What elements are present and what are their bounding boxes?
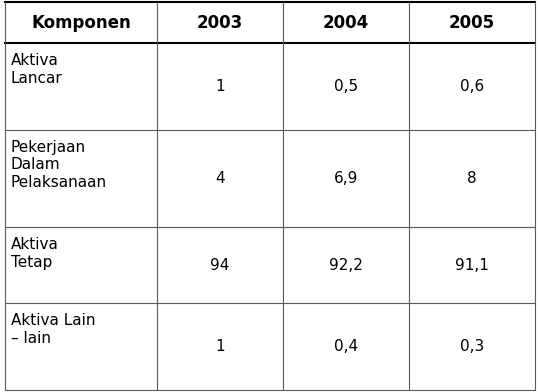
Text: 1: 1 <box>215 339 225 354</box>
Text: 2004: 2004 <box>323 14 369 32</box>
Text: 4: 4 <box>215 171 225 186</box>
Text: 0,5: 0,5 <box>334 79 358 94</box>
Text: Dalam: Dalam <box>11 158 60 172</box>
Text: 94: 94 <box>210 258 230 273</box>
Text: 6,9: 6,9 <box>334 171 358 186</box>
Text: 1: 1 <box>215 79 225 94</box>
Text: 0,6: 0,6 <box>460 79 484 94</box>
Text: Aktiva: Aktiva <box>11 238 59 252</box>
Text: Tetap: Tetap <box>11 255 52 270</box>
Text: Lancar: Lancar <box>11 71 63 86</box>
Text: Aktiva: Aktiva <box>11 53 59 68</box>
Text: Komponen: Komponen <box>31 14 131 32</box>
Text: 0,4: 0,4 <box>334 339 358 354</box>
Text: 92,2: 92,2 <box>329 258 363 273</box>
Text: 2005: 2005 <box>449 14 495 32</box>
Text: 8: 8 <box>467 171 477 186</box>
Text: – lain: – lain <box>11 331 51 346</box>
Text: 2003: 2003 <box>197 14 243 32</box>
Text: 0,3: 0,3 <box>460 339 484 354</box>
Text: Pekerjaan: Pekerjaan <box>11 140 86 155</box>
Text: Pelaksanaan: Pelaksanaan <box>11 175 107 190</box>
Text: Aktiva Lain: Aktiva Lain <box>11 313 96 328</box>
Text: 91,1: 91,1 <box>455 258 489 273</box>
